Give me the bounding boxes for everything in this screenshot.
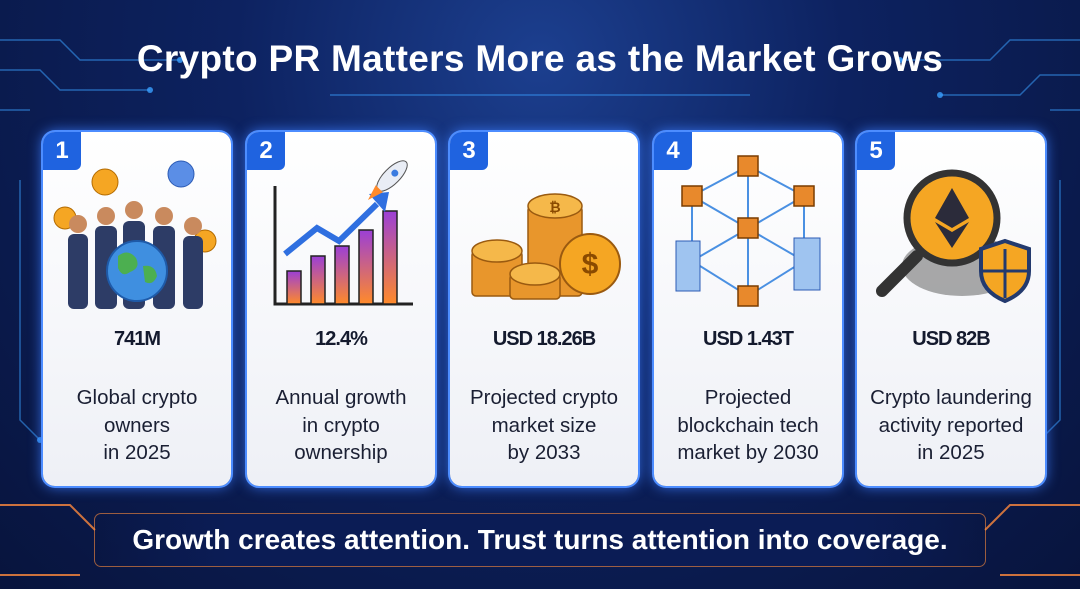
stat-card: 2 12.4% Annual growth in crypto ownershi… (247, 132, 435, 486)
card-number: 1 (43, 132, 81, 170)
svg-text:₿: ₿ (549, 199, 560, 215)
card-stat: 12.4% (315, 328, 368, 350)
card-description: Global crypto owners in 2025 (43, 384, 231, 467)
description-line: Global crypto (76, 386, 198, 409)
stat-card: 4 USD 1.43T Projected blockchain tech ma… (654, 132, 842, 486)
description-line: activity reported (878, 413, 1024, 437)
stat-card: 1 741M Global crypto owners in 2025 (43, 132, 231, 486)
coins-icon: $ ₿ (471, 193, 621, 300)
card-stat: USD 18.26B (492, 328, 596, 350)
description-line: in 2025 (917, 441, 985, 464)
svg-text:$: $ (582, 248, 599, 281)
blockchain-icon (675, 155, 821, 307)
description-line: Annual growth (275, 386, 407, 409)
description-line: ownership (294, 441, 388, 464)
description-line: Projected crypto (469, 386, 619, 409)
card-stat: USD 1.43T (703, 328, 794, 350)
card-stat: 741M (113, 328, 161, 350)
stat-card: 5 USD 82B Crypto laundering activity rep… (857, 132, 1045, 486)
card-number: 2 (247, 132, 285, 170)
description-line: Crypto laundering (870, 386, 1032, 409)
growth-chart-icon (273, 160, 413, 306)
card-description: Annual growth in crypto ownership (247, 384, 435, 467)
description-line: in 2025 (103, 441, 171, 464)
card-description: Crypto laundering activity reported in 2… (857, 384, 1045, 467)
description-line: in crypto (302, 413, 380, 437)
magnifier-shield-icon (876, 169, 1031, 304)
people-globe-icon (53, 160, 217, 309)
card-stat: USD 82B (912, 328, 990, 350)
stat-card: $ ₿ 3 USD 18.26B Projected crypto market… (450, 132, 638, 486)
footer-tagline: Growth creates attention. Trust turns at… (95, 514, 985, 566)
card-description: Projected blockchain tech market by 2030 (654, 384, 842, 467)
description-line: market by 2030 (677, 441, 819, 464)
card-number: 5 (857, 132, 895, 170)
description-line: Projected (704, 386, 792, 409)
description-line: owners (103, 413, 171, 437)
card-number: 4 (654, 132, 692, 170)
title: Crypto PR Matters More as the Market Gro… (136, 38, 944, 79)
description-line: by 2033 (507, 441, 581, 464)
card-description: Projected crypto market size by 2033 (450, 384, 638, 467)
description-line: market size (491, 413, 597, 437)
description-line: blockchain tech (677, 413, 819, 437)
card-number: 3 (450, 132, 488, 170)
